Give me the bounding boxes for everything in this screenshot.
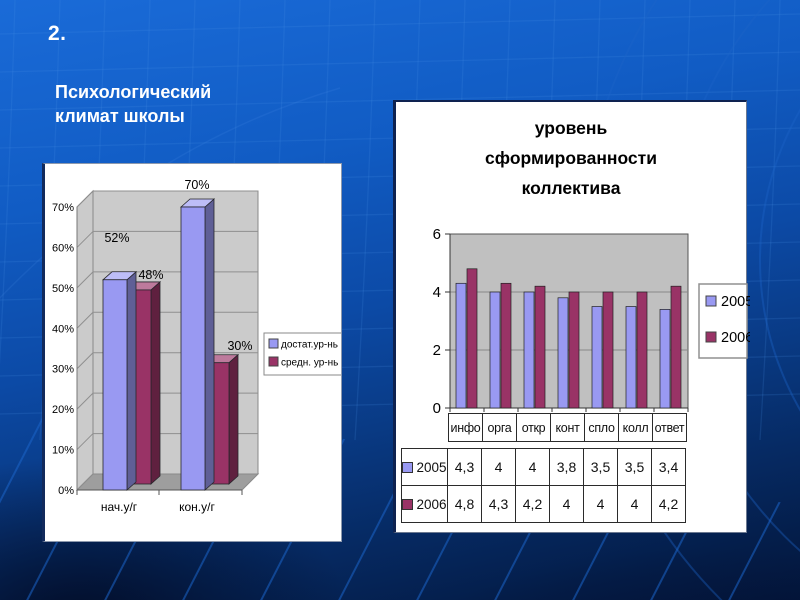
legend: 2005 2006 (698, 283, 750, 359)
data-label: 30% (227, 339, 252, 353)
y-tick-label: 0 (433, 400, 441, 417)
collective-level-bar-chart: 0 2 4 6 2005 2006 (433, 226, 750, 417)
bar-2005-орга (489, 291, 501, 409)
category-header-cell: орга (482, 413, 517, 442)
category-header-cell: колл (618, 413, 653, 442)
table-row: 2006 4,8 4,3 4,2 4 4 4 4,2 (401, 485, 686, 523)
value-cell: 4 (515, 448, 550, 486)
legend-swatch-достат.ур-нь (268, 338, 279, 349)
bar-2005-инфо (455, 282, 467, 409)
bar-2006-откр (534, 285, 546, 409)
category-header-cell: инфо (448, 413, 483, 442)
category-header-cell: откр (516, 413, 551, 442)
y-tick-label: 4 (433, 284, 441, 301)
legend-label-2006: 2006 (721, 330, 750, 346)
value-cell: 3,4 (651, 448, 686, 486)
bar-2006-спло (602, 291, 614, 409)
data-label: 70% (184, 178, 209, 192)
legend-label-средн. ур-нь: средн. ур-нь (281, 358, 338, 369)
category-label: кон.у/г (179, 500, 215, 514)
data-labels: 52% 70% 48% 30% (104, 178, 252, 353)
psych-climate-3d-bar-chart: 0% 10% 20% 30% 40% 50% 60% 70% 52% 70% 48% 30% нач.у… (52, 178, 341, 514)
value-cell: 3,5 (583, 448, 618, 486)
legend-label-2005: 2005 (721, 294, 750, 310)
legend-swatch-средн. ур-нь (268, 356, 279, 367)
value-cell: 4 (481, 448, 516, 486)
side-wall (76, 189, 94, 492)
slide-number: 2. (48, 22, 67, 45)
legend-swatch-2005 (705, 295, 717, 307)
y-tick-label: 70% (52, 202, 74, 214)
category-header-cell: спло (584, 413, 619, 442)
bar-2005-конт (557, 297, 569, 409)
series-values-table: 2005 4,3 4 4 3,8 3,5 3,5 3,4 2006 4,8 4,3 4,2 4 4 4 4,2 (401, 448, 686, 523)
bar-side-face (126, 270, 137, 491)
value-cell: 3,5 (617, 448, 652, 486)
chart2-data-table: инфо орга откр конт спло колл ответ 2005 4,3 4 4 3,… (401, 413, 687, 523)
bar-2006-инфо (466, 268, 478, 409)
legend-swatch-2006 (705, 331, 717, 343)
series-name-cell: 2006 (401, 485, 448, 523)
left-chart-panel: 0% 10% 20% 30% 40% 50% 60% 70% 52% 70% 48% 30% нач.у… (42, 163, 342, 542)
value-cell: 4,2 (515, 485, 550, 523)
bar-достат.ур-нь-кон.у/г (179, 198, 216, 491)
category-header-cell: конт (550, 413, 585, 442)
bar-2005-откр (523, 291, 535, 409)
value-cell: 4,8 (447, 485, 482, 523)
data-label: 48% (138, 268, 163, 282)
bar-2005-колл (625, 306, 637, 409)
bar-2005-ответ (659, 309, 671, 409)
bar-side-face (228, 353, 239, 485)
slide-title: Психологический климат школы (55, 82, 212, 127)
y-tick-label: 2 (433, 342, 441, 359)
value-cell: 4 (617, 485, 652, 523)
legend-label-достат.ур-нь: достат.ур-нь (281, 340, 338, 351)
bar-2006-колл (636, 291, 648, 409)
series-name-cell: 2005 (401, 448, 448, 486)
table-row: 2005 4,3 4 4 3,8 3,5 3,5 3,4 (401, 448, 686, 486)
y-tick-label: 10% (52, 445, 74, 457)
bar-side-face (150, 281, 161, 485)
bar-2006-ответ (670, 285, 682, 409)
y-tick-label: 0% (58, 485, 74, 497)
category-labels: нач.у/г кон.у/г (101, 500, 216, 514)
data-label: 52% (104, 231, 129, 245)
bar-2005-спло (591, 306, 603, 409)
series-marker-icon (402, 461, 414, 473)
bar-front-face (102, 279, 128, 491)
value-cell: 4 (583, 485, 618, 523)
value-cell: 4,3 (481, 485, 516, 523)
category-header-cell: ответ (652, 413, 687, 442)
legend: достат.ур-нь средн. ур-нь (263, 332, 341, 376)
y-tick-label: 30% (52, 364, 74, 376)
value-cell: 4,2 (651, 485, 686, 523)
bar-side-face (204, 198, 215, 491)
y-tick-label: 60% (52, 242, 74, 254)
right-chart-panel: уровень сформированности коллектива 0 2 4 6… (393, 100, 750, 533)
y-tick-label: 6 (433, 226, 441, 243)
bar-front-face (180, 206, 206, 491)
y-tick-label: 40% (52, 323, 74, 335)
value-cell: 3,8 (549, 448, 584, 486)
y-tick-label: 20% (52, 404, 74, 416)
bar-2006-орга (500, 282, 512, 409)
value-cell: 4,3 (447, 448, 482, 486)
value-cell: 4 (549, 485, 584, 523)
bar-достат.ур-нь-нач.у/г (101, 270, 138, 491)
bar-2006-конт (568, 291, 580, 409)
y-axis-labels: 0% 10% 20% 30% 40% 50% 60% 70% (52, 202, 74, 497)
y-tick-label: 50% (52, 283, 74, 295)
bars (455, 268, 682, 409)
chart2-title: уровень сформированности коллектива (485, 118, 657, 198)
y-axis-labels: 0 2 4 6 (433, 226, 441, 417)
category-label: нач.у/г (101, 500, 138, 514)
series-marker-icon (402, 498, 414, 510)
category-header-row: инфо орга откр конт спло колл ответ (448, 413, 687, 442)
